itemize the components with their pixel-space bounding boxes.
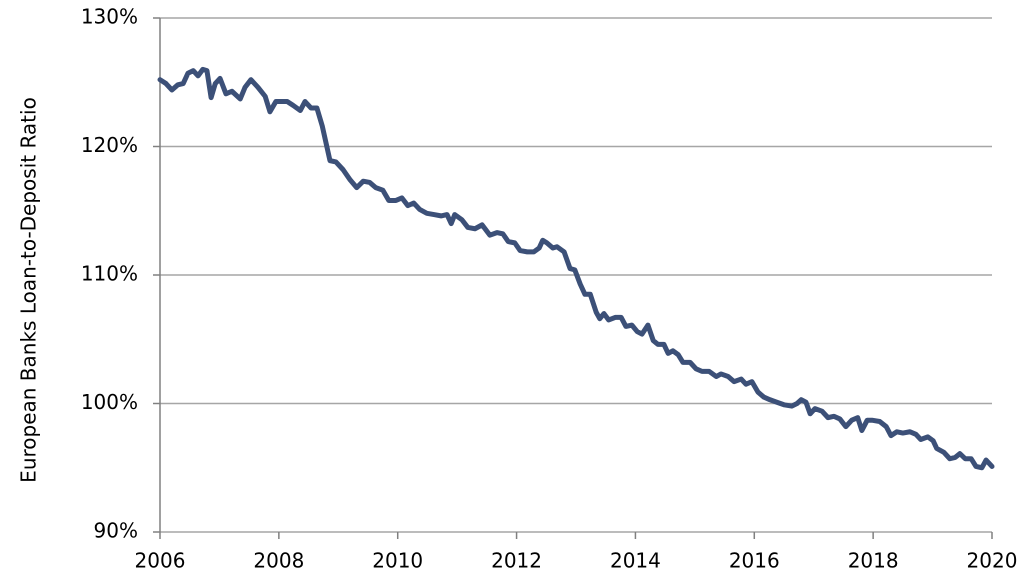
- data-line: [157, 66, 995, 471]
- x-tick-label: 2018: [848, 549, 899, 573]
- y-tick-label: 110%: [81, 262, 138, 286]
- y-tick-label: 130%: [81, 5, 138, 29]
- x-tick-label: 2010: [372, 549, 423, 573]
- x-tick-label: 2014: [610, 549, 661, 573]
- x-tick-label: 2008: [253, 549, 304, 573]
- x-tick-label: 2012: [491, 549, 542, 573]
- x-tick-label: 2006: [135, 549, 186, 573]
- x-tick-label: 2020: [967, 549, 1018, 573]
- x-tick-label: 2016: [729, 549, 780, 573]
- y-tick-label: 120%: [81, 133, 138, 157]
- y-tick-label: 90%: [94, 519, 138, 543]
- y-tick-label: 100%: [81, 390, 138, 414]
- y-axis-label: European Banks Loan-to-Deposit Ratio: [17, 97, 41, 483]
